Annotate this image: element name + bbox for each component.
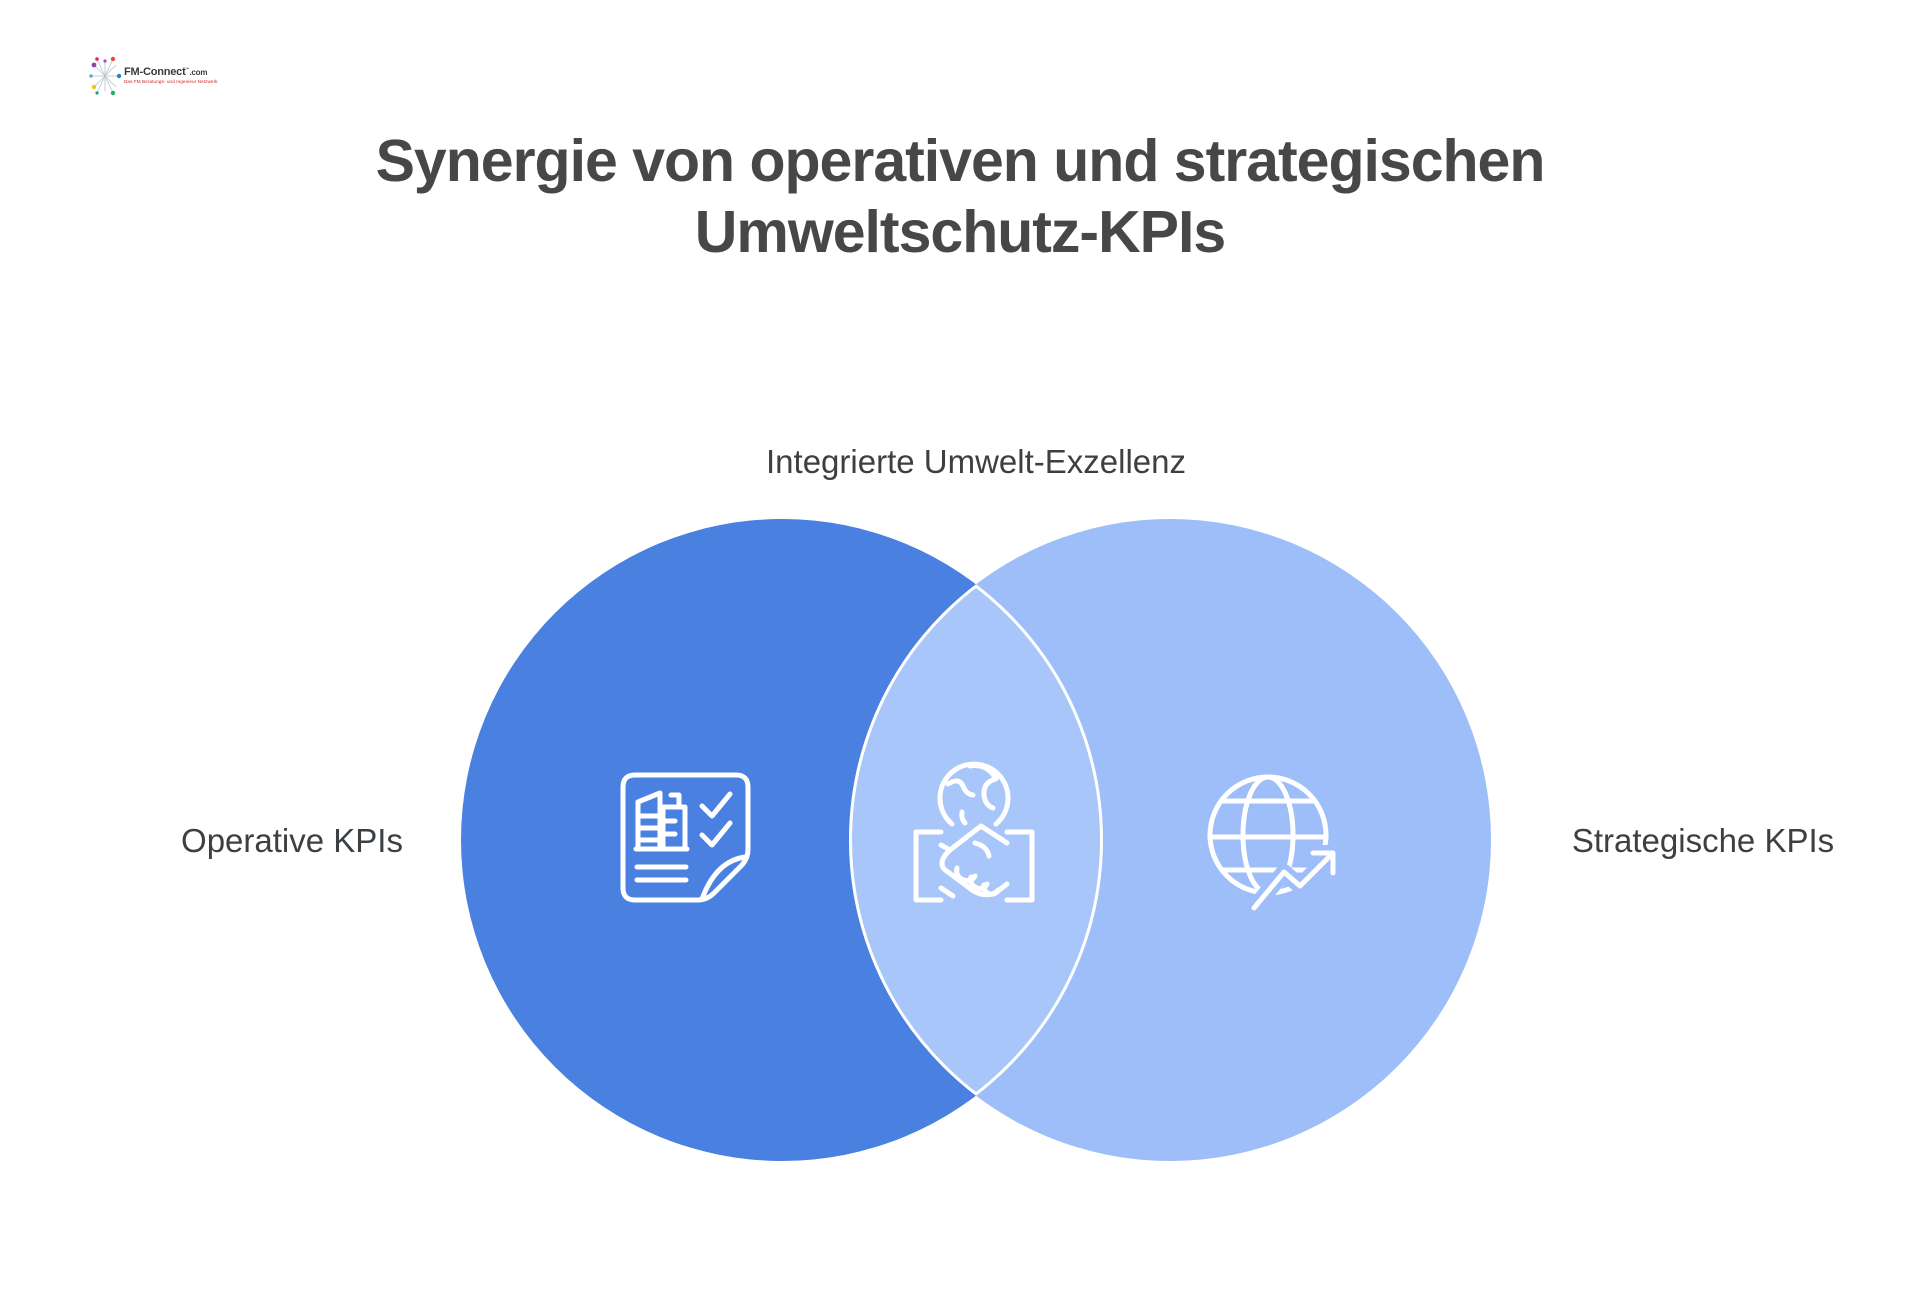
venn-intersection-outline [849,519,1103,1161]
report-checklist-icon [620,772,751,903]
page-title-line1: Synergie von operativen und strategische… [375,128,1546,194]
logo-wordmark: FM-Connect™.com [124,66,208,79]
page-title: Synergie von operativen und strategische… [0,126,1920,268]
page-title-line2: Umweltschutz-KPIs [694,198,1226,265]
fm-connect-logo: FM-Connect™.com Das FM Beratungs- und In… [88,56,218,96]
handshake-globe-icon [913,761,1035,903]
right-set-label: Strategische KPIs [1571,822,1835,859]
left-set-label: Operative KPIs [181,822,403,859]
venn-intersection [849,519,1103,1161]
logo-tagline: Das FM Beratungs- und Ingenieur Netzwerk [124,78,218,84]
logo-starburst-icon [89,56,122,96]
growth-arrow-icon [1251,850,1336,911]
intersection-label: Integrierte Umwelt-Exzellenz [766,443,1186,480]
